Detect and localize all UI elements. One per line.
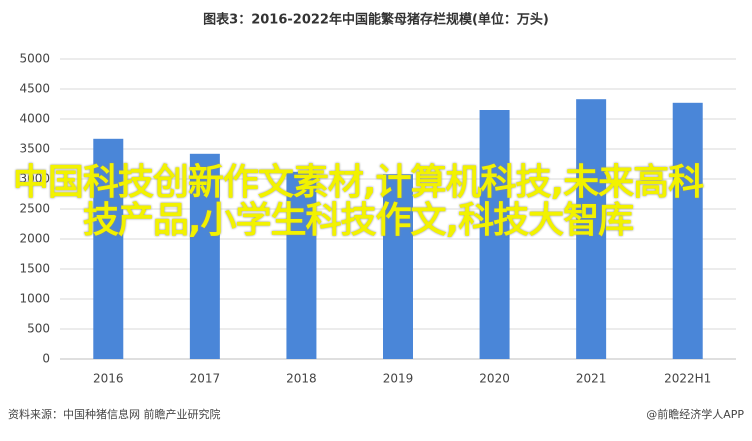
- bar: [286, 171, 317, 359]
- bar: [672, 102, 703, 360]
- x-tick-label: 2021: [576, 372, 607, 386]
- bar: [479, 110, 510, 359]
- y-tick-label: 0: [42, 352, 50, 366]
- bar: [189, 153, 220, 359]
- x-tick-label: 2017: [190, 372, 221, 386]
- y-tick-label: 2000: [19, 232, 50, 246]
- y-tick-label: 500: [27, 322, 50, 336]
- bar: [576, 99, 607, 359]
- y-tick-label: 1000: [19, 292, 50, 306]
- y-tick-label: 4000: [19, 112, 50, 126]
- x-tick-label: 2016: [93, 372, 124, 386]
- credit-note: @前瞻经济学人APP: [646, 407, 744, 421]
- y-tick-label: 1500: [19, 262, 50, 276]
- y-tick-label: 2500: [19, 202, 50, 216]
- x-tick-label: 2020: [479, 372, 510, 386]
- y-tick-label: 3000: [19, 172, 50, 186]
- bar: [383, 174, 413, 359]
- x-tick-label: 2019: [383, 372, 414, 386]
- chart-title: 图表3：2016-2022年中国能繁母猪存栏规模(单位：万头): [203, 12, 549, 28]
- bar: [93, 138, 124, 359]
- y-tick-label: 3500: [19, 142, 50, 156]
- x-tick-label: 2018: [286, 372, 317, 386]
- overlay-text: 中国科技创新作文素材,计算机科技,未来高科技产品,小学生科技作文,科技大智库: [12, 162, 704, 241]
- y-tick-label: 4500: [19, 82, 50, 96]
- source-note: 资料来源：中国种猪信息网 前瞻产业研究院: [8, 407, 221, 421]
- x-tick-label: 2022H1: [664, 372, 711, 386]
- y-tick-label: 5000: [19, 52, 50, 66]
